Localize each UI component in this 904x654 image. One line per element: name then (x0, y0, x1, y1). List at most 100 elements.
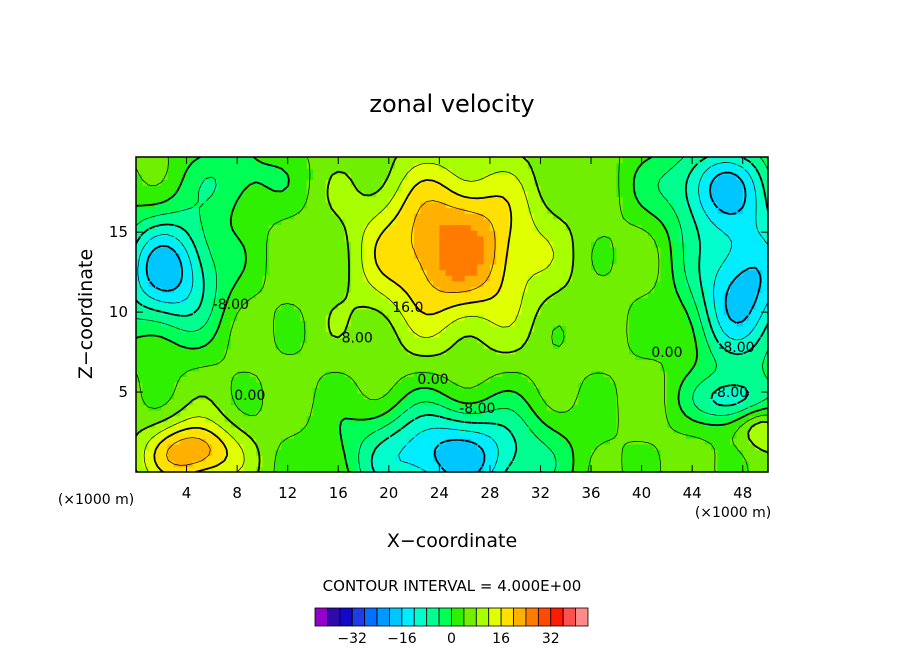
field-cell (597, 398, 605, 406)
field-cell (515, 190, 523, 197)
field-cell (148, 382, 156, 389)
field-cell (540, 466, 548, 472)
field-cell (395, 297, 403, 304)
field-cell (641, 230, 649, 237)
field-cell (572, 263, 579, 271)
field-cell (502, 314, 510, 321)
field-cell (414, 241, 421, 248)
field-cell (654, 398, 662, 406)
field-cell (344, 387, 352, 394)
field-cell (477, 213, 485, 220)
field-cell (256, 331, 263, 338)
plot-area: 16.08.000.00-8.00-8.000.000.00 -8.00-8.00 (135, 156, 769, 473)
field-cell (350, 213, 358, 220)
field-cell (717, 297, 725, 304)
field-cell (161, 455, 169, 462)
field-cell (755, 308, 763, 316)
field-cell (534, 398, 542, 406)
field-cell (275, 382, 282, 389)
field-cell (414, 432, 421, 439)
field-cell (401, 415, 409, 422)
field-cell (470, 263, 478, 271)
field-cell (136, 241, 143, 248)
field-cell (275, 320, 282, 327)
field-cell (319, 258, 327, 265)
field-cell (420, 337, 428, 344)
field-cell (597, 348, 605, 355)
field-cell (256, 398, 263, 406)
field-cell (230, 331, 238, 338)
field-cell (167, 427, 175, 434)
field-cell (363, 218, 371, 226)
field-cell (616, 460, 624, 467)
field-cell (136, 331, 143, 338)
field-cell (527, 353, 535, 361)
field-cell (622, 213, 630, 220)
field-cell (521, 235, 529, 242)
field-cell (458, 230, 466, 237)
field-cell (148, 353, 156, 361)
field-cell (591, 404, 598, 411)
field-cell (445, 443, 453, 451)
field-cell (546, 286, 554, 293)
field-cell (395, 314, 403, 321)
field-cell (331, 213, 339, 220)
field-cell (268, 207, 276, 214)
field-cell (312, 252, 320, 259)
field-cell (464, 190, 472, 197)
field-cell (199, 303, 207, 310)
field-cell (489, 410, 497, 417)
field-cell (180, 190, 188, 197)
field-cell (275, 202, 282, 209)
field-cell (369, 297, 377, 304)
field-cell (698, 235, 706, 242)
field-cell (357, 421, 365, 428)
field-cell (186, 410, 194, 417)
field-cell (603, 280, 611, 287)
field-cell (749, 280, 756, 287)
field-cell (331, 370, 339, 377)
field-cell (628, 269, 636, 276)
field-cell (470, 230, 478, 237)
field-cell (218, 359, 226, 366)
field-cell (319, 263, 327, 271)
field-cell (294, 213, 301, 220)
field-cell (325, 252, 333, 259)
field-cell (534, 337, 542, 344)
field-cell (173, 376, 181, 383)
field-cell (508, 466, 516, 472)
field-cell (553, 202, 561, 209)
field-cell (717, 353, 725, 361)
field-cell (325, 275, 333, 282)
field-cell (382, 292, 390, 299)
field-cell (483, 286, 491, 293)
field-cell (717, 202, 725, 209)
field-cell (591, 410, 598, 417)
field-cell (591, 258, 598, 265)
field-cell (382, 303, 390, 310)
field-cell (483, 297, 491, 304)
field-cell (369, 331, 377, 338)
field-cell (584, 314, 592, 321)
field-cell (224, 410, 232, 417)
field-cell (218, 196, 226, 203)
field-cell (300, 269, 308, 276)
field-cell (647, 325, 655, 332)
field-cell (401, 258, 409, 265)
field-cell (610, 331, 617, 338)
field-cell (426, 325, 434, 332)
field-cell (483, 438, 491, 445)
field-cell (154, 438, 162, 445)
field-cell (559, 297, 567, 304)
field-cell (527, 393, 535, 400)
field-cell (180, 280, 188, 287)
field-cell (186, 292, 194, 299)
field-cell (666, 337, 674, 344)
field-cell (477, 303, 485, 310)
field-cell (622, 263, 630, 271)
field-cell (761, 303, 768, 310)
field-cell (407, 427, 415, 434)
field-cell (256, 370, 263, 377)
field-cell (508, 218, 516, 226)
field-cell (401, 308, 409, 316)
